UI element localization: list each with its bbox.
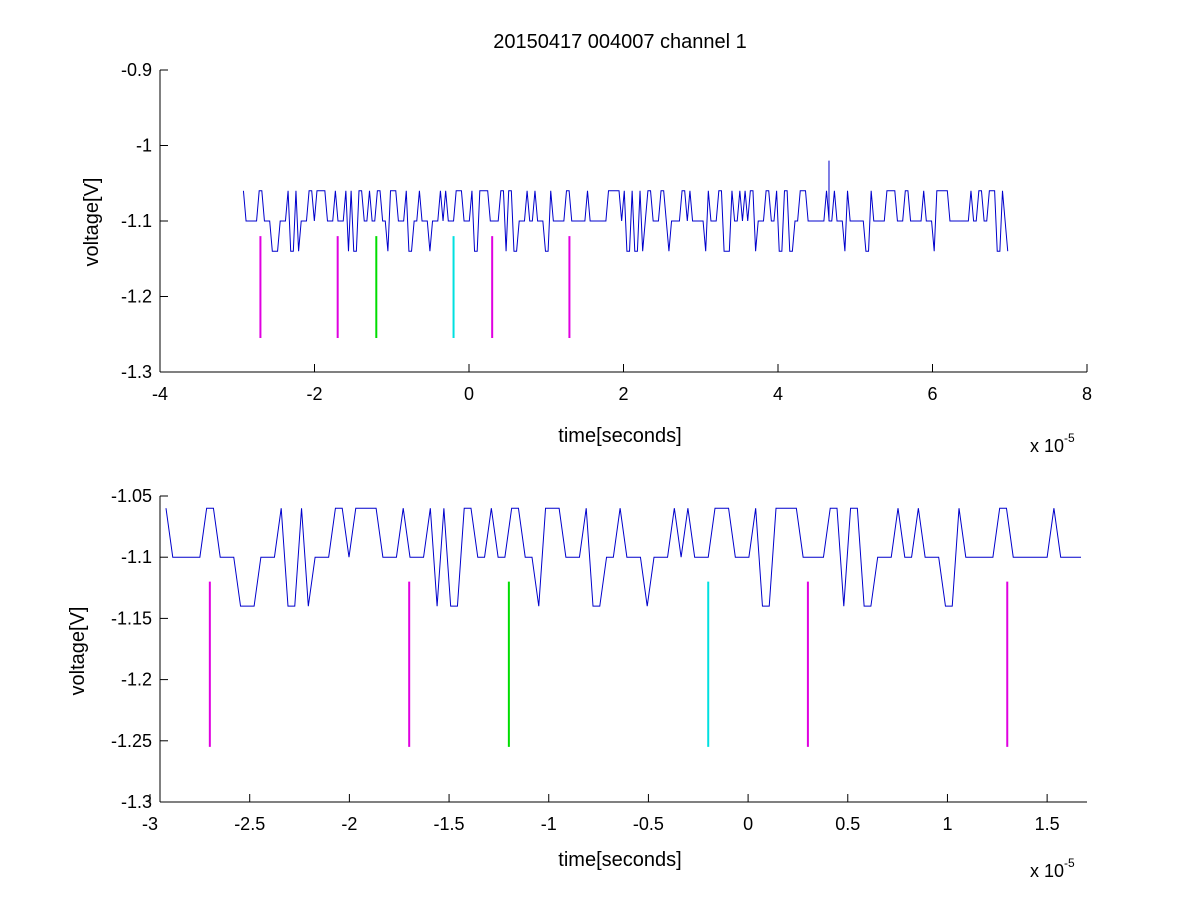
bottom-x-axis-label: time[seconds] [558, 849, 681, 871]
bottom-x-tick-label: 0.5 [835, 814, 860, 834]
bottom-x-exponent-power: -5 [1064, 856, 1075, 870]
top-x-tick-label: 0 [464, 384, 474, 404]
bottom-y-tick-label: -1.2 [121, 670, 152, 690]
top-x-tick-label: 6 [927, 384, 937, 404]
bottom-x-tick-label: -2.5 [234, 814, 265, 834]
bottom-ticks-layer: -3 -2.5 -2 -1.5 -1 -0.5 0 0.5 1 1.5 -1.3 -1.25 -1.2 -… [111, 486, 1060, 834]
bottom-x-exponent-base: x 10 [1030, 861, 1064, 881]
bottom-voltage-series-line [165, 507, 1082, 607]
bottom-x-exponent-label: x 10-5 [1030, 856, 1075, 881]
bottom-x-tick-label: 1 [942, 814, 952, 834]
top-y-axis-label: voltage[V] [81, 178, 103, 267]
bottom-x-tick-label: -1.5 [434, 814, 465, 834]
bottom-y-tick-label: -1.1 [121, 547, 152, 567]
top-marker-layer [259, 236, 571, 339]
bottom-y-tick-label: -1.25 [111, 731, 152, 751]
top-subplot: 20150417 004007 channel 1 -4 -2 0 2 4 6 8-1.3-… [81, 31, 1092, 456]
bottom-y-axis-label: voltage[V] [67, 607, 89, 696]
bottom-x-tick-label: -0.5 [633, 814, 664, 834]
top-y-tick-label: -1.1 [121, 211, 152, 231]
top-x-exponent-base: x 10 [1030, 436, 1064, 456]
top-x-tick-label: 4 [773, 384, 783, 404]
top-y-tick-label: -0.9 [121, 60, 152, 80]
bottom-marker-layer [208, 581, 1009, 747]
top-series-layer [242, 160, 1009, 252]
top-y-tick-label: -1.3 [121, 362, 152, 382]
bottom-x-tick-label: -2 [341, 814, 357, 834]
top-voltage-series-line [242, 160, 1009, 252]
top-x-exponent-power: -5 [1064, 431, 1075, 445]
bottom-series-layer [165, 507, 1082, 607]
bottom-y-tick-label: -1.15 [111, 608, 152, 628]
top-x-axis-label: time[seconds] [558, 425, 681, 447]
bottom-subplot: -3 -2.5 -2 -1.5 -1 -0.5 0 0.5 1 1.5 -1.3 -1.25 -1.2 -… [67, 486, 1087, 881]
top-y-tick-label: -1.2 [121, 287, 152, 307]
top-x-tick-label: 2 [618, 384, 628, 404]
top-ticks-layer: -4 -2 0 2 4 6 8 -1.3 -1.2 -1.1 -1 -0.9 [121, 60, 1092, 404]
top-x-exponent-label: x 10-5 [1030, 431, 1075, 456]
bottom-x-tick-label: -3 [142, 814, 158, 834]
chart-title: 20150417 004007 channel 1 [493, 31, 747, 53]
bottom-x-tick-label: 0 [743, 814, 753, 834]
bottom-x-tick-label: -1 [541, 814, 557, 834]
top-x-tick-label: -2 [306, 384, 322, 404]
bottom-x-tick-label: 1.5 [1035, 814, 1060, 834]
bottom-y-tick-label: -1.3 [121, 792, 152, 812]
top-y-tick-label: -1 [136, 136, 152, 156]
top-x-tick-label: -4 [152, 384, 168, 404]
bottom-axes [159, 496, 1087, 803]
top-x-tick-label: 8 [1082, 384, 1092, 404]
bottom-y-tick-label: -1.05 [111, 486, 152, 506]
